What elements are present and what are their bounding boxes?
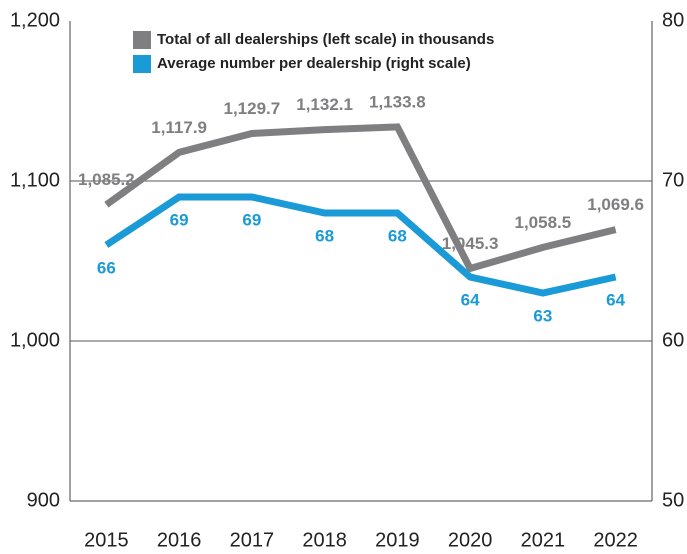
data-label: 63 — [533, 306, 552, 325]
data-label: 1,058.5 — [515, 213, 572, 232]
x-tick-label: 2015 — [84, 529, 129, 551]
series-line — [104, 193, 617, 297]
x-tick-label: 2017 — [230, 529, 275, 551]
y2-tick-label: 80 — [662, 9, 684, 31]
x-tick-label: 2016 — [157, 529, 202, 551]
data-label: 1,045.3 — [442, 234, 499, 253]
series-line — [104, 123, 617, 273]
y-tick-label: 1,000 — [10, 329, 60, 351]
data-label: 69 — [242, 210, 261, 229]
data-label: 68 — [315, 226, 334, 245]
legend-swatch — [133, 31, 151, 49]
y-tick-label: 1,100 — [10, 169, 60, 191]
y2-tick-label: 50 — [662, 489, 684, 511]
data-label: 1,132.1 — [296, 95, 353, 114]
x-tick-label: 2019 — [375, 529, 420, 551]
data-label: 68 — [388, 226, 407, 245]
y2-tick-label: 60 — [662, 329, 684, 351]
data-label: 66 — [97, 258, 116, 277]
legend-label: Total of all dealerships (left scale) in… — [157, 31, 494, 48]
data-label: 1,129.7 — [224, 99, 281, 118]
x-tick-label: 2021 — [521, 529, 566, 551]
x-tick-label: 2022 — [593, 529, 638, 551]
legend-label: Average number per dealership (right sca… — [157, 55, 471, 72]
data-label: 1,133.8 — [369, 92, 426, 111]
y-tick-label: 900 — [27, 489, 60, 511]
data-label: 1,085.2 — [78, 170, 135, 189]
x-tick-label: 2018 — [302, 529, 347, 551]
legend-swatch — [133, 55, 151, 73]
y2-tick-label: 70 — [662, 169, 684, 191]
data-label: 64 — [606, 290, 625, 309]
data-label: 1,069.6 — [587, 195, 644, 214]
y-tick-label: 1,200 — [10, 9, 60, 31]
data-label: 69 — [170, 210, 189, 229]
data-label: 64 — [461, 290, 480, 309]
data-label: 1,117.9 — [151, 118, 207, 137]
x-tick-label: 2020 — [448, 529, 493, 551]
